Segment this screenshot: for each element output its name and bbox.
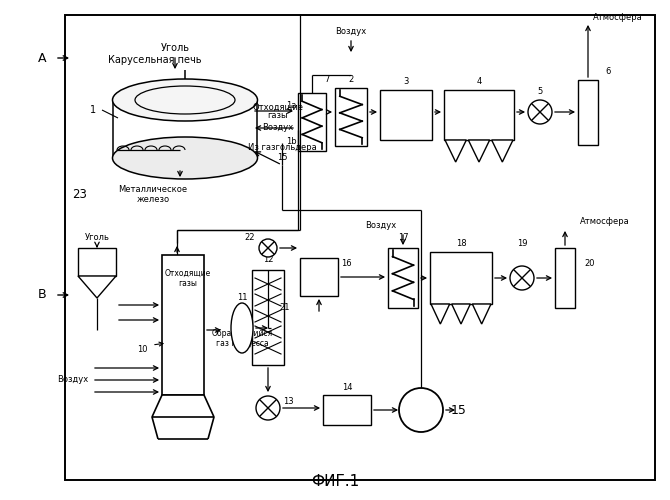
Text: 19: 19 (517, 240, 527, 248)
Text: Отходящие: Отходящие (253, 102, 304, 112)
Text: газы: газы (268, 112, 288, 120)
Bar (300, 258, 338, 296)
Text: ФИГ.1: ФИГ.1 (311, 474, 359, 490)
Text: 16: 16 (340, 258, 351, 268)
Text: 6: 6 (605, 68, 610, 76)
Text: 1: 1 (90, 105, 96, 115)
Text: 18: 18 (456, 240, 466, 248)
Text: Воздух: Воздух (336, 28, 366, 36)
Circle shape (256, 396, 280, 420)
Text: 2: 2 (348, 76, 354, 84)
Text: газ процесса: газ процесса (216, 338, 269, 347)
Text: Металлическое: Металлическое (119, 186, 188, 194)
Text: 15: 15 (277, 154, 287, 162)
Ellipse shape (231, 303, 253, 353)
Bar (162, 255, 204, 395)
Bar (578, 80, 598, 145)
Text: 15: 15 (451, 404, 467, 416)
Polygon shape (152, 395, 214, 417)
Polygon shape (78, 276, 116, 298)
Text: 23: 23 (72, 188, 88, 202)
Text: 3: 3 (403, 78, 409, 86)
Text: Карусельная печь: Карусельная печь (109, 55, 202, 65)
Text: 11: 11 (237, 294, 247, 302)
Bar (430, 252, 492, 304)
Bar (252, 270, 284, 365)
Polygon shape (468, 140, 490, 162)
Text: Из газгольдера: Из газгольдера (248, 144, 316, 152)
Bar (380, 90, 432, 140)
Circle shape (528, 100, 552, 124)
Text: Уголь: Уголь (161, 43, 190, 53)
Bar (555, 248, 575, 308)
Text: железо: железо (137, 196, 170, 204)
Circle shape (510, 266, 534, 290)
Text: 10: 10 (137, 346, 147, 354)
Ellipse shape (113, 137, 257, 179)
Circle shape (259, 239, 277, 257)
Text: Воздух: Воздух (365, 222, 397, 230)
Text: 17: 17 (398, 234, 408, 242)
Bar (323, 395, 371, 425)
Circle shape (399, 388, 443, 432)
Text: 14: 14 (342, 382, 352, 392)
Text: Воздух: Воздух (57, 376, 88, 384)
Polygon shape (445, 140, 466, 162)
Text: Атмосфера: Атмосфера (580, 218, 630, 226)
Bar (65, 15, 655, 480)
Ellipse shape (113, 79, 257, 121)
Text: 1b: 1b (285, 136, 296, 145)
Text: 5: 5 (537, 88, 543, 96)
Polygon shape (492, 140, 513, 162)
Bar (388, 248, 418, 308)
Text: Атмосфера: Атмосфера (593, 14, 643, 22)
Text: Отходящие: Отходящие (165, 268, 211, 278)
Bar (335, 88, 367, 146)
Text: Воздух: Воздух (263, 124, 293, 132)
Bar (78, 248, 116, 276)
Text: 7: 7 (324, 76, 330, 84)
Text: 22: 22 (245, 234, 255, 242)
Text: 12: 12 (263, 256, 273, 264)
Polygon shape (431, 304, 450, 324)
Text: 13: 13 (283, 398, 293, 406)
Text: 21: 21 (280, 304, 290, 312)
Bar (444, 90, 514, 140)
Text: 1a: 1a (286, 100, 296, 110)
Text: 20: 20 (585, 258, 595, 268)
Text: газы: газы (179, 278, 198, 287)
Text: A: A (38, 52, 46, 64)
Bar (298, 93, 326, 151)
Text: 4: 4 (476, 78, 482, 86)
Text: Образующийся: Образующийся (212, 328, 273, 338)
Text: Уголь: Уголь (84, 234, 109, 242)
Text: B: B (38, 288, 46, 302)
Polygon shape (452, 304, 470, 324)
Polygon shape (472, 304, 491, 324)
